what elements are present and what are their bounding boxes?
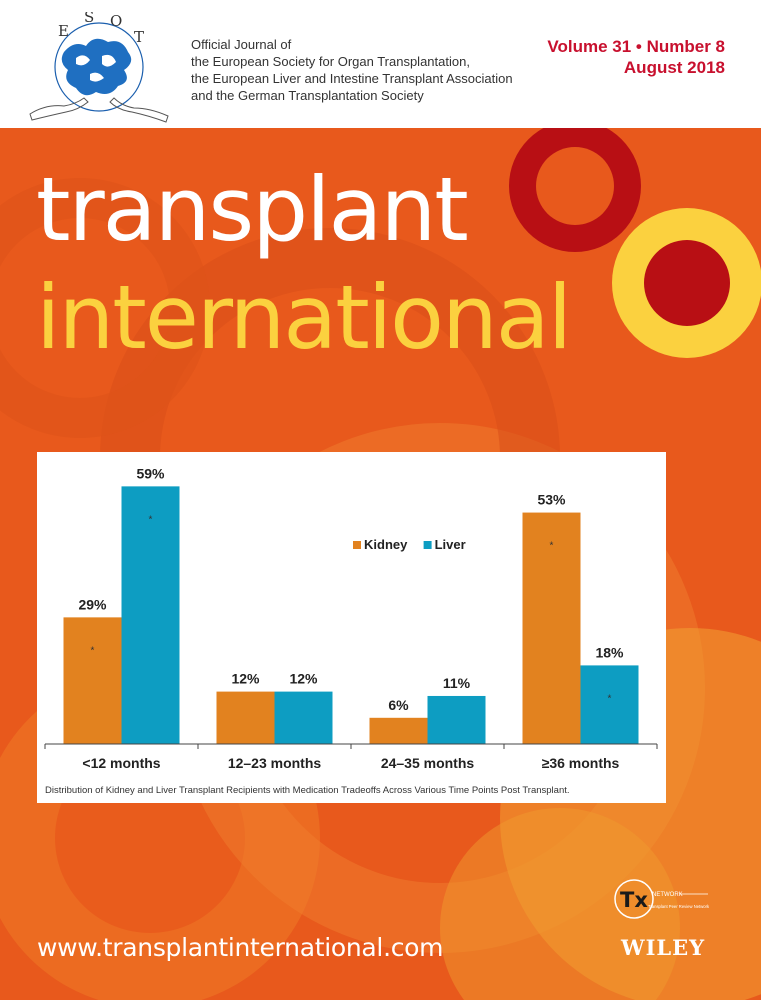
svg-text:T: T xyxy=(134,28,144,46)
description-line: the European Liver and Intestine Transpl… xyxy=(191,71,513,86)
bar-liver xyxy=(580,665,639,744)
x-tick-label: 12–23 months xyxy=(228,755,322,771)
significance-marker: * xyxy=(608,693,612,704)
tx-logo-tagline: Transplant Peer Review Network xyxy=(648,904,710,909)
website-url[interactable]: www.transplantinternational.com xyxy=(37,933,444,962)
legend-label-liver: Liver xyxy=(435,537,466,552)
significance-marker: * xyxy=(550,541,554,552)
bar-liver xyxy=(274,691,333,744)
bar-kidney xyxy=(369,717,428,744)
data-label: 29% xyxy=(78,596,107,612)
data-label: 6% xyxy=(388,697,409,713)
chart-caption: Distribution of Kidney and Liver Transpl… xyxy=(45,785,570,796)
data-label: 12% xyxy=(289,671,318,687)
volume-number: Volume 31 • Number 8 xyxy=(547,37,725,56)
data-label: 18% xyxy=(595,644,624,660)
bar-kidney xyxy=(522,512,581,744)
description-line: Official Journal of xyxy=(191,37,292,52)
journal-title-line-2: international xyxy=(36,266,572,369)
chart-panel: 29% * 59% * <12 months 12% 12% 12–23 months 6% 11… xyxy=(37,452,666,803)
legend-label-kidney: Kidney xyxy=(364,537,408,552)
tx-logo-word: NETWORK xyxy=(652,892,683,898)
x-tick-label: <12 months xyxy=(82,755,160,771)
bar-chart: 29% * 59% * <12 months 12% 12% 12–23 months 6% 11… xyxy=(44,465,658,771)
issue-date: August 2018 xyxy=(623,58,725,77)
legend-swatch-kidney xyxy=(353,541,361,549)
significance-marker: * xyxy=(91,645,95,656)
logo-letter: E xyxy=(58,22,69,40)
svg-text:O: O xyxy=(110,12,122,30)
issue-info: Volume 31 • Number 8 August 2018 xyxy=(547,36,725,78)
svg-text:S: S xyxy=(84,12,94,26)
data-label: 11% xyxy=(443,675,471,691)
tx-network-logo: Tx NETWORK Transplant Peer Review Networ… xyxy=(614,879,710,919)
bar-kidney xyxy=(216,691,275,744)
publisher-logo: WILEY xyxy=(621,935,706,960)
description-line: the European Society for Organ Transplan… xyxy=(191,54,470,69)
journal-description: Official Journal of the European Society… xyxy=(191,36,513,104)
header-band: E S O T Official Journal of the European… xyxy=(0,0,761,128)
description-line: and the German Transplantation Society xyxy=(191,88,424,103)
bar-kidney xyxy=(63,617,122,744)
x-tick-label: ≥36 months xyxy=(542,755,620,771)
bar-liver xyxy=(121,486,180,744)
data-label: 12% xyxy=(231,671,260,687)
esot-logo: E S O T xyxy=(29,12,169,123)
journal-title-line-1: transplant xyxy=(36,158,469,261)
tx-logo-mark: Tx xyxy=(620,888,648,912)
significance-marker: * xyxy=(149,514,153,525)
data-label: 53% xyxy=(537,492,566,508)
data-label: 59% xyxy=(136,465,165,481)
legend-swatch-liver xyxy=(423,541,432,549)
x-tick-label: 24–35 months xyxy=(381,755,475,771)
bar-liver xyxy=(427,695,486,744)
